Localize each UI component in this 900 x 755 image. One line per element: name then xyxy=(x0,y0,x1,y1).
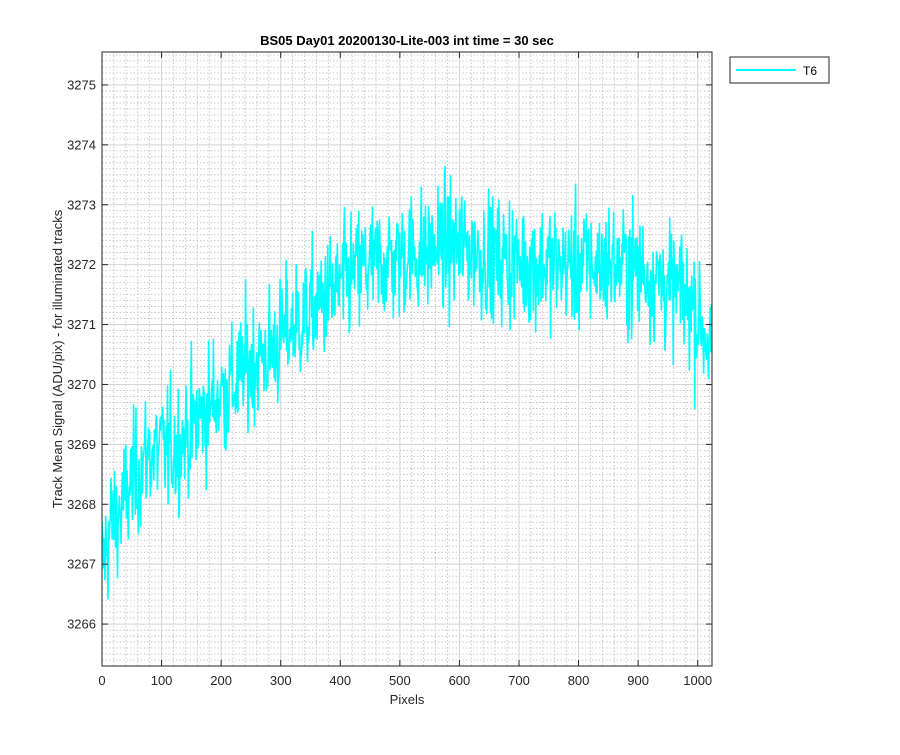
series-layer xyxy=(102,165,712,600)
y-axis-label: Track Mean Signal (ADU/pix) - for illumi… xyxy=(50,209,65,508)
x-tick-label: 200 xyxy=(210,673,232,688)
x-tick-label: 700 xyxy=(508,673,530,688)
x-tick-label: 100 xyxy=(151,673,173,688)
x-tick-label: 0 xyxy=(98,673,105,688)
plot-area xyxy=(102,52,712,666)
y-tick-label: 3266 xyxy=(67,617,96,632)
plot-frame xyxy=(101,51,713,667)
y-tick-label: 3272 xyxy=(67,257,96,272)
y-tick-label: 3275 xyxy=(67,77,96,92)
y-axis-ticks: 3266 3267 3268 3269 3270 3271 3272 3273 3274 3275 xyxy=(67,77,712,632)
x-tick-label: 300 xyxy=(270,673,292,688)
x-tick-label: 900 xyxy=(627,673,649,688)
chart-title: BS05 Day01 20200130-Lite-003 int time = … xyxy=(260,33,554,48)
x-tick-label: 1000 xyxy=(683,673,712,688)
x-tick-label: 500 xyxy=(389,673,411,688)
legend-label-t6: T6 xyxy=(803,64,817,78)
legend: T6 xyxy=(729,56,830,84)
y-tick-label: 3271 xyxy=(67,317,96,332)
x-tick-label: 800 xyxy=(568,673,590,688)
y-tick-label: 3269 xyxy=(67,437,96,452)
y-tick-label: 3268 xyxy=(67,497,96,512)
x-axis-label: Pixels xyxy=(390,692,425,707)
y-tick-label: 3270 xyxy=(67,377,96,392)
y-tick-label: 3274 xyxy=(67,137,96,152)
y-tick-label: 3267 xyxy=(67,557,96,572)
x-axis-ticks: 0 100 200 300 400 500 600 700 800 900 1000 xyxy=(98,52,712,688)
series-line-t6 xyxy=(102,165,712,600)
x-tick-label: 600 xyxy=(449,673,471,688)
y-tick-label: 3273 xyxy=(67,197,96,212)
x-tick-label: 400 xyxy=(329,673,351,688)
